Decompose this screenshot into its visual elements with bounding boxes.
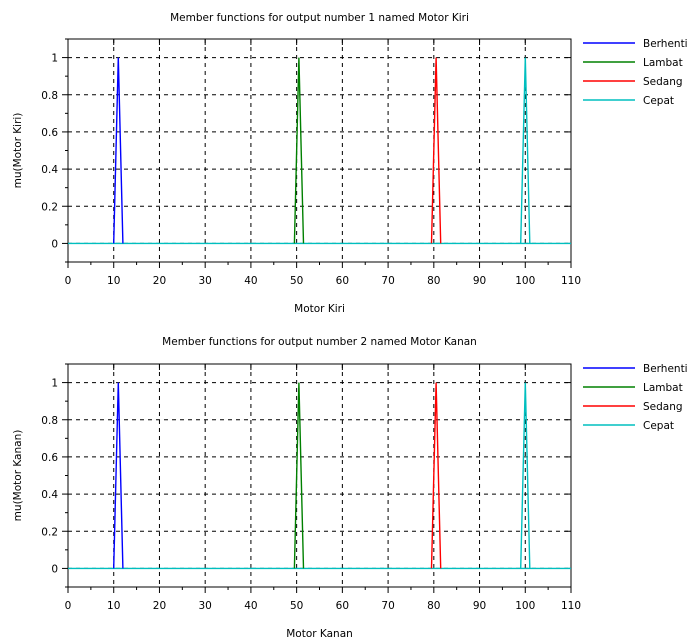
y-tick-label: 0.6 [41,127,58,139]
y-axis-label: mu(Motor Kiri) [12,113,24,189]
y-tick-label: 0 [51,563,58,575]
x-tick-label: 30 [198,275,211,287]
x-tick-label: 20 [153,275,166,287]
series-line-sedang [430,382,442,569]
x-tick-label: 50 [290,275,303,287]
x-tick-label: 50 [290,600,303,612]
chart-title: Member functions for output number 2 nam… [162,336,477,348]
x-axis-label: Motor Kiri [294,303,345,315]
legend-label: Sedang [643,76,683,88]
x-tick-label: 20 [153,600,166,612]
x-axis-label: Motor Kanan [286,628,353,640]
x-tick-label: 80 [427,600,440,612]
y-tick-label: 0.2 [41,201,58,213]
legend-label: Cepat [643,420,674,432]
x-tick-label: 70 [381,600,394,612]
x-tick-label: 0 [65,600,72,612]
series-line-sedang [430,57,442,244]
y-tick-label: 0.8 [41,415,58,427]
y-tick-label: 0.4 [41,164,58,176]
y-tick-label: 0.6 [41,452,58,464]
legend-label: Lambat [643,57,683,69]
plot-motor-kiri: Member functions for output number 1 nam… [12,12,688,315]
y-tick-label: 0 [51,238,58,250]
legend-label: Berhenti [643,363,688,375]
legend-label: Berhenti [643,38,688,50]
x-tick-label: 10 [107,600,120,612]
series-line-berhenti [113,382,124,569]
series-line-lambat [293,382,305,569]
x-tick-label: 90 [473,600,486,612]
y-tick-label: 0.4 [41,489,58,501]
series-line-berhenti [113,57,124,244]
x-tick-label: 100 [515,600,535,612]
series-line-lambat [293,57,305,244]
plot-frame [67,38,572,263]
x-tick-label: 100 [515,275,535,287]
plot-frame [67,363,572,588]
y-tick-label: 1 [51,378,58,390]
x-tick-label: 80 [427,275,440,287]
x-tick-label: 90 [473,275,486,287]
x-tick-label: 10 [107,275,120,287]
y-tick-label: 0.8 [41,90,58,102]
y-axis-label: mu(Motor Kanan) [12,430,24,522]
legend: Berhenti Lambat Sedang Cepat [583,38,688,107]
x-tick-label: 40 [244,600,257,612]
legend-label: Cepat [643,95,674,107]
x-tick-label: 110 [561,275,581,287]
x-tick-label: 70 [381,275,394,287]
legend-label: Lambat [643,382,683,394]
x-tick-label: 40 [244,275,257,287]
x-tick-label: 110 [561,600,581,612]
x-tick-label: 60 [336,600,349,612]
series-line-cepat [520,57,531,244]
chart-title: Member functions for output number 1 nam… [170,12,469,24]
plot-motor-kanan: Member functions for output number 2 nam… [12,336,688,640]
y-tick-label: 0.2 [41,526,58,538]
x-tick-label: 60 [336,275,349,287]
series-line-cepat [520,382,531,569]
y-tick-label: 1 [51,53,58,65]
x-tick-label: 30 [198,600,211,612]
legend: Berhenti Lambat Sedang Cepat [583,363,688,432]
legend-label: Sedang [643,401,683,413]
x-tick-label: 0 [65,275,72,287]
